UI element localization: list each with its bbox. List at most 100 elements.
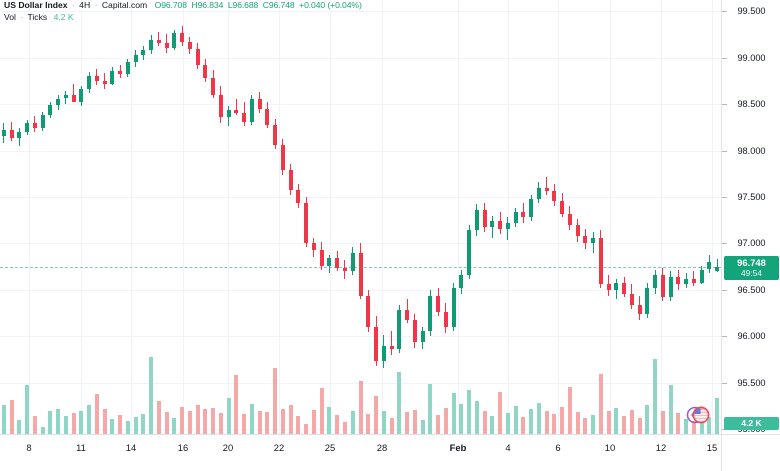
time-axis[interactable]: 8 11 14 16 20 22 25 28 Feb 4 6 10 12 15 bbox=[0, 434, 780, 471]
volume-bar bbox=[257, 410, 262, 434]
candle-body bbox=[335, 258, 340, 268]
candle-body bbox=[358, 252, 363, 296]
candle-body bbox=[242, 113, 247, 122]
grid-line-vertical bbox=[712, 0, 713, 434]
current-price-badge[interactable]: 96.748 49:54 bbox=[724, 256, 779, 280]
time-axis-divider bbox=[721, 435, 722, 471]
volume-bar bbox=[118, 414, 123, 434]
current-volume-badge[interactable]: 4.2 K bbox=[724, 417, 779, 430]
candle-body bbox=[389, 345, 394, 350]
candle-body bbox=[94, 76, 99, 81]
volume-bar bbox=[79, 410, 84, 434]
candle-body bbox=[180, 33, 185, 42]
candle-body bbox=[87, 76, 92, 90]
price-tick-dash bbox=[722, 58, 727, 59]
candle-body bbox=[451, 288, 456, 328]
volume-bar bbox=[521, 416, 526, 434]
price-tick-dash bbox=[722, 243, 727, 244]
price-axis-tick: 98.000 bbox=[722, 146, 780, 157]
volume-bar bbox=[637, 417, 642, 434]
volume-bar bbox=[195, 404, 200, 434]
candle-body bbox=[374, 327, 378, 361]
candle-body bbox=[311, 243, 316, 250]
volume-bar bbox=[203, 408, 208, 434]
price-tick-label: 95.500 bbox=[737, 378, 766, 388]
volume-bar bbox=[149, 356, 154, 434]
volume-bar bbox=[32, 415, 37, 434]
volume-bar bbox=[622, 415, 627, 434]
volume-bar bbox=[482, 411, 487, 434]
volume-bar bbox=[699, 414, 704, 434]
grid-line-vertical bbox=[330, 0, 331, 434]
grid-line-vertical bbox=[183, 0, 184, 434]
us-dollar-index-symbol-logo bbox=[686, 406, 710, 424]
candle-body bbox=[428, 295, 433, 331]
volume-bar bbox=[397, 371, 402, 434]
candle-body bbox=[575, 224, 580, 237]
volume-bar bbox=[265, 412, 270, 434]
price-tick-label: 99.000 bbox=[737, 53, 766, 63]
chart-plot-area[interactable] bbox=[0, 0, 721, 434]
volume-bar bbox=[629, 409, 634, 434]
candle-body bbox=[614, 282, 619, 290]
volume-bar bbox=[234, 375, 239, 434]
price-tick-dash bbox=[722, 104, 727, 105]
candle-body bbox=[327, 258, 332, 266]
price-tick-label: 98.000 bbox=[737, 146, 766, 156]
time-axis-tick-label: 28 bbox=[376, 442, 388, 453]
candle-body bbox=[436, 295, 441, 313]
candle-body bbox=[273, 124, 278, 145]
candle-body bbox=[645, 288, 650, 315]
candle-body bbox=[110, 70, 115, 84]
volume-bar bbox=[459, 403, 464, 434]
candle-wick bbox=[235, 98, 237, 116]
candle-body bbox=[684, 278, 689, 285]
candle-body bbox=[544, 187, 549, 192]
price-axis-tick: 98.500 bbox=[722, 99, 780, 110]
time-axis-tick-label: Feb bbox=[449, 442, 467, 453]
candle-body bbox=[405, 310, 410, 320]
grid-line-horizontal bbox=[0, 336, 721, 337]
volume-bar bbox=[63, 415, 68, 434]
volume-bar bbox=[94, 394, 99, 434]
volume-bar bbox=[420, 420, 425, 434]
volume-bar bbox=[513, 406, 518, 434]
candle-body bbox=[412, 319, 417, 342]
candle-body bbox=[257, 99, 262, 109]
volume-bar bbox=[412, 409, 417, 434]
volume-bar bbox=[141, 414, 146, 434]
candle-body bbox=[141, 50, 146, 55]
price-tick-dash bbox=[722, 197, 727, 198]
volume-series bbox=[1, 356, 720, 434]
volume-bar bbox=[25, 384, 30, 434]
price-axis-tick: 97.000 bbox=[722, 238, 780, 249]
candle-body bbox=[304, 202, 309, 244]
candle-body bbox=[536, 187, 541, 199]
volume-bar bbox=[319, 388, 324, 434]
candle-body bbox=[668, 276, 673, 298]
time-axis-tick-label: 11 bbox=[76, 442, 86, 453]
volume-bar bbox=[660, 410, 665, 434]
candle-body bbox=[660, 275, 665, 298]
candle-body bbox=[598, 237, 603, 285]
bar-countdown: 49:54 bbox=[741, 268, 762, 278]
price-tick-label: 97.500 bbox=[737, 192, 766, 202]
candle-wick bbox=[491, 215, 493, 238]
volume-bar bbox=[133, 416, 138, 434]
volume-bar bbox=[684, 419, 689, 434]
volume-bar bbox=[544, 410, 549, 434]
price-axis[interactable]: 99.500 99.000 98.500 98.000 97.500 97.000 96.5… bbox=[721, 0, 780, 434]
price-tick-dash bbox=[722, 11, 727, 12]
candle-body bbox=[505, 223, 510, 229]
time-axis-tick-label: 25 bbox=[324, 442, 336, 453]
candle-body bbox=[676, 276, 681, 285]
candle-body bbox=[32, 122, 37, 129]
price-tick-dash bbox=[722, 151, 727, 152]
candle-body bbox=[211, 78, 216, 95]
candle-body bbox=[653, 275, 658, 289]
candle-wick bbox=[546, 176, 548, 196]
volume-bar bbox=[304, 423, 309, 434]
candle-body bbox=[63, 94, 68, 99]
volume-bar bbox=[575, 412, 580, 434]
price-tick-dash bbox=[722, 383, 727, 384]
